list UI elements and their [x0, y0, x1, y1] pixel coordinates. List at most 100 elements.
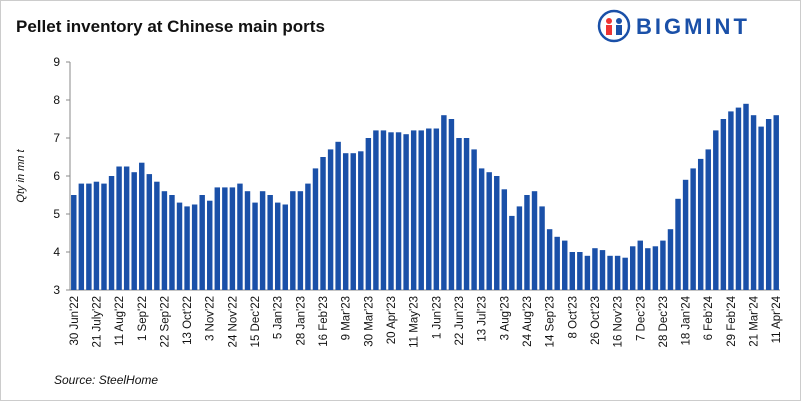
- x-tick-label: 16 Feb'23: [318, 296, 330, 347]
- bar: [358, 151, 364, 290]
- bar: [365, 138, 372, 290]
- x-tick-label: 11 May'23: [409, 296, 421, 348]
- x-tick-label: 11 Aug'22: [114, 296, 126, 346]
- bar: [705, 149, 711, 290]
- bar: [509, 215, 515, 290]
- bar: [237, 183, 243, 290]
- x-tick-label: 15 Dec'22: [250, 296, 262, 347]
- bar: [607, 255, 613, 290]
- x-tick-label: 20 Apr'23: [386, 296, 398, 344]
- y-tick-label: 7: [53, 131, 60, 145]
- bar: [169, 195, 175, 290]
- bar: [690, 168, 696, 290]
- x-tick-label: 30 Jun'22: [69, 296, 81, 346]
- source: Source: SteelHome: [54, 373, 158, 387]
- bar: [259, 191, 266, 290]
- bar: [252, 202, 258, 290]
- x-tick-label: 22 Sep'22: [159, 296, 171, 347]
- bar: [471, 149, 477, 290]
- bar: [282, 204, 288, 290]
- bar: [494, 176, 500, 290]
- bar: [78, 183, 85, 290]
- x-tick-label: 13 Jul'23: [477, 296, 489, 342]
- bar: [456, 138, 462, 290]
- x-tick-label: 30 Mar'23: [363, 296, 375, 347]
- x-tick-label: 21 Mar'24: [749, 295, 761, 346]
- bar: [342, 153, 349, 290]
- bar: [713, 130, 719, 290]
- bar: [146, 174, 153, 290]
- bar: [728, 111, 734, 291]
- bar: [214, 187, 221, 290]
- x-tick-label: 6 Feb'24: [703, 295, 715, 340]
- bar: [410, 130, 417, 290]
- bar: [418, 130, 424, 290]
- logo-icon: [616, 25, 622, 35]
- bar: [667, 229, 674, 290]
- bar: [184, 206, 190, 290]
- bar: [229, 187, 236, 290]
- x-tick-label: 21 July'22: [91, 296, 103, 347]
- bar: [584, 255, 591, 290]
- bar: [207, 200, 213, 290]
- bar: [546, 229, 553, 290]
- bar: [531, 191, 538, 290]
- bar: [577, 252, 583, 290]
- bar: [614, 255, 621, 290]
- logo-icon: [616, 18, 622, 24]
- bar: [660, 240, 666, 290]
- bar: [108, 176, 115, 290]
- bar: [305, 183, 311, 290]
- bar: [373, 130, 379, 290]
- x-tick-label: 1 Jun'23: [431, 296, 443, 339]
- bar: [486, 172, 492, 290]
- bar: [682, 179, 689, 290]
- bar: [395, 132, 402, 290]
- bar: [274, 202, 281, 290]
- x-tick-label: 24 Nov'22: [227, 296, 239, 347]
- bar: [191, 204, 198, 290]
- bar: [116, 166, 122, 290]
- bar: [501, 189, 508, 290]
- bar: [697, 158, 704, 290]
- x-tick-label: 3 Nov'22: [205, 296, 217, 341]
- bar: [758, 126, 764, 290]
- bar: [297, 191, 304, 290]
- bar: [592, 248, 598, 290]
- bar: [554, 236, 560, 290]
- bar: [599, 250, 606, 290]
- y-tick-label: 8: [53, 93, 60, 107]
- bar: [448, 119, 455, 290]
- logo-icon: [597, 9, 631, 43]
- y-tick-label: 3: [53, 283, 60, 297]
- bar: [350, 153, 356, 290]
- bar: [335, 141, 341, 290]
- bar: [388, 132, 394, 290]
- x-tick-label: 11 Apr'24: [771, 295, 783, 343]
- y-tick-label: 9: [53, 55, 60, 69]
- bar: [463, 138, 470, 290]
- bar: [199, 195, 205, 290]
- bar: [735, 107, 742, 290]
- bar: [267, 195, 273, 290]
- logo: BIGMINT: [597, 9, 747, 43]
- bar: [743, 103, 749, 290]
- bar: [139, 162, 145, 290]
- logo-icon: [606, 25, 612, 35]
- x-tick-label: 7 Dec'23: [635, 296, 647, 341]
- bar: [320, 157, 326, 290]
- bar: [652, 246, 659, 290]
- bar: [290, 191, 296, 290]
- bar: [403, 134, 409, 290]
- x-tick-label: 5 Jan'23: [273, 296, 285, 339]
- bar: [244, 191, 251, 290]
- bar: [93, 181, 100, 290]
- bar: [675, 198, 681, 290]
- y-tick-label: 5: [53, 207, 60, 221]
- bar: [154, 181, 160, 290]
- bar: [478, 168, 485, 290]
- bar: [222, 187, 228, 290]
- bar: [637, 240, 643, 290]
- x-tick-label: 22 Jun'23: [454, 296, 466, 346]
